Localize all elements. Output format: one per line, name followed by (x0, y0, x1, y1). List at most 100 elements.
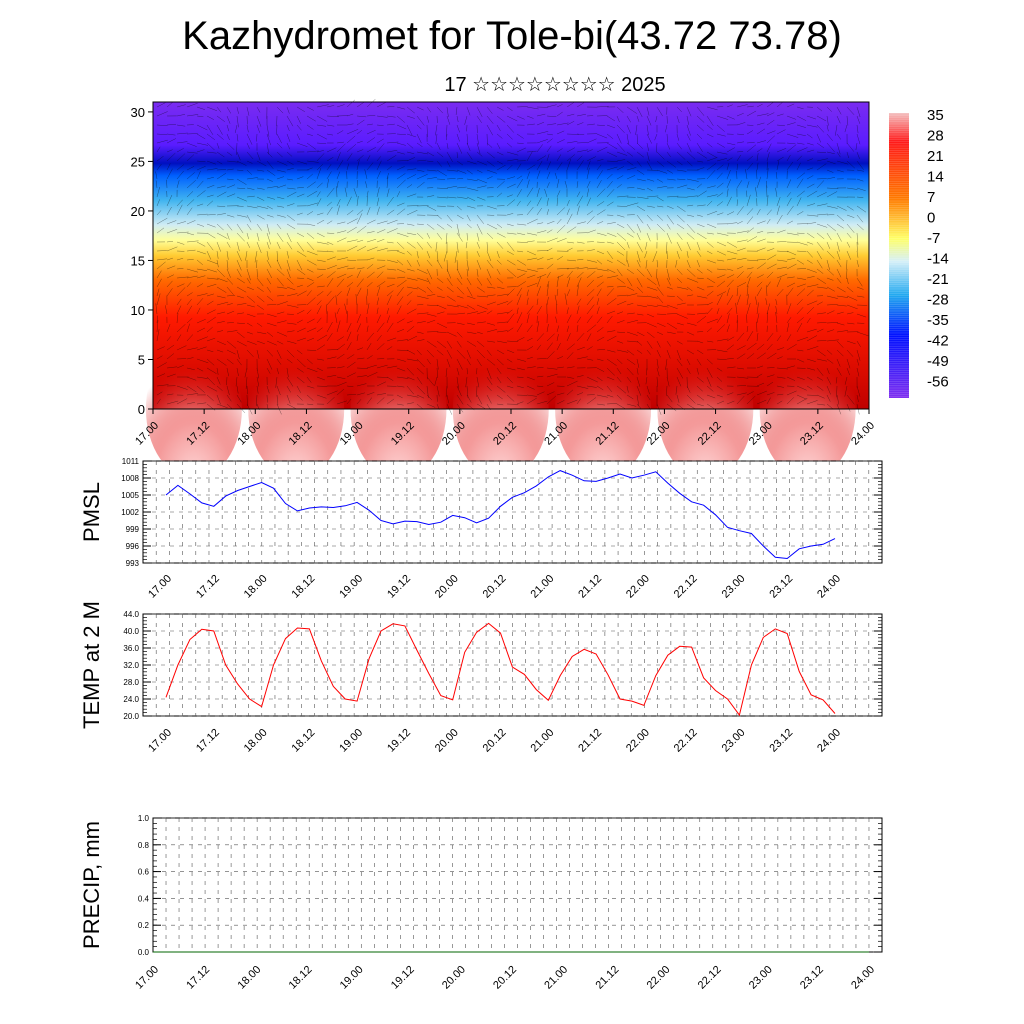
wind-arrow (586, 160, 591, 171)
wind-arrow (346, 245, 358, 252)
wind-arrow (646, 331, 655, 338)
wind-arrow (346, 135, 356, 144)
wind-arrow (786, 263, 797, 270)
wind-arrow (436, 304, 447, 310)
wind-arrow (346, 342, 352, 351)
wind-arrow (836, 223, 844, 229)
wind-arrow (686, 106, 692, 117)
wind-arrow (656, 358, 659, 369)
wind-arrow (686, 358, 691, 366)
wind-arrow (576, 356, 588, 360)
wind-arrow (436, 169, 447, 177)
wind-arrow (626, 106, 638, 114)
wind-arrow (336, 257, 348, 261)
wind-arrow (256, 376, 260, 387)
wind-arrow (536, 274, 547, 279)
wind-arrow (736, 104, 748, 108)
wind-arrow (796, 133, 806, 136)
wind-arrow (666, 268, 670, 280)
wind-arrow (816, 340, 827, 342)
wind-arrow (826, 385, 831, 395)
wind-arrow (166, 353, 175, 360)
wind-arrow (416, 385, 426, 395)
wind-arrow (196, 385, 205, 393)
wind-arrow (276, 250, 279, 262)
wind-arrow (826, 295, 838, 299)
wind-arrow (526, 337, 533, 342)
wind-arrow (196, 346, 207, 351)
wind-arrow (196, 165, 206, 171)
wind-arrow (626, 187, 635, 189)
wind-arrow (566, 133, 579, 135)
wind-arrow (296, 212, 303, 216)
wind-arrow (576, 142, 588, 144)
wind-arrow (386, 290, 394, 297)
wind-arrow (836, 169, 844, 173)
wind-arrow (606, 275, 619, 279)
wind-arrow (286, 160, 294, 165)
wind-arrow (256, 349, 260, 359)
wind-arrow (636, 187, 645, 191)
wind-arrow (436, 295, 445, 298)
wind-arrow (546, 367, 558, 370)
wind-arrow (546, 395, 557, 405)
wind-arrow (775, 299, 778, 306)
wind-arrow (435, 133, 438, 144)
wind-arrow (706, 151, 717, 158)
wind-arrow (566, 141, 578, 144)
wind-arrow (766, 303, 771, 315)
wind-arrow (806, 394, 818, 396)
wind-arrow (306, 173, 313, 180)
wind-arrow (356, 149, 364, 153)
wind-arrow (416, 331, 424, 334)
wind-arrow (626, 241, 630, 249)
wind-arrow (536, 400, 548, 405)
wind-arrow (566, 399, 578, 405)
wind-arrow (326, 133, 334, 136)
wind-arrow (156, 146, 161, 153)
wind-arrow (546, 237, 558, 243)
wind-arrow (286, 124, 290, 131)
wind-arrow (506, 367, 516, 371)
wind-arrow (455, 106, 458, 115)
wind-arrow (286, 250, 289, 259)
wind-arrow (766, 161, 768, 171)
wind-arrow (446, 115, 451, 125)
wind-arrow (566, 270, 573, 279)
wind-arrow (576, 271, 584, 279)
colorbar-label: -35 (927, 312, 949, 329)
wind-arrow (686, 394, 696, 404)
wind-arrow (826, 304, 838, 306)
wind-arrow (616, 403, 626, 410)
wind-arrow (466, 142, 471, 151)
temp-y-tick-label: 40.0 (123, 627, 139, 636)
wind-arrow (646, 268, 652, 278)
wind-arrow (746, 391, 754, 396)
wind-arrow (626, 160, 634, 166)
wind-arrow (716, 274, 726, 279)
wind-arrow (246, 304, 255, 308)
wind-arrow (806, 167, 814, 171)
wind-arrow (626, 223, 635, 234)
wind-arrow (596, 259, 603, 265)
wind-arrow (676, 286, 689, 290)
wind-arrow (706, 327, 712, 333)
wind-arrow (586, 216, 595, 225)
wind-arrow (396, 367, 406, 372)
wind-arrow (476, 178, 488, 184)
wind-arrow (766, 180, 768, 189)
wind-arrow (296, 241, 305, 252)
wind-arrow (626, 124, 631, 134)
wind-arrow (556, 111, 563, 117)
wind-arrow (526, 297, 529, 306)
wind-arrow (616, 331, 626, 333)
wind-arrow (306, 309, 312, 315)
wind-arrow (506, 124, 515, 133)
wind-arrow (696, 151, 707, 159)
wind-arrow (156, 186, 160, 198)
wind-arrow (266, 214, 274, 218)
wind-arrow (846, 151, 849, 159)
wind-arrow (806, 124, 818, 128)
wind-arrow (586, 138, 597, 144)
